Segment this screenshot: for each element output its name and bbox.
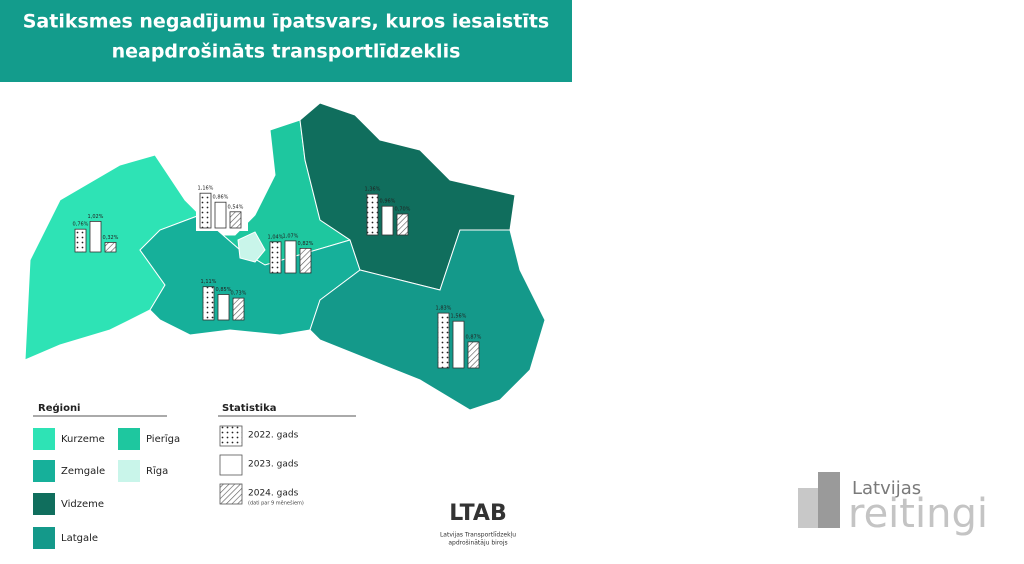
legend-swatch bbox=[118, 460, 140, 482]
legend-swatch bbox=[33, 460, 55, 482]
value-label: 1,83% bbox=[436, 306, 452, 312]
bar bbox=[467, 341, 480, 369]
value-label: 1,07% bbox=[283, 233, 299, 239]
value-label: 1,02% bbox=[88, 214, 104, 220]
legend-pattern bbox=[219, 454, 243, 476]
bar bbox=[104, 241, 117, 253]
ltab-logo: LTAB bbox=[449, 501, 506, 526]
value-label: 1,11% bbox=[201, 279, 217, 285]
value-label: 0,87% bbox=[466, 334, 482, 340]
legend-swatch bbox=[118, 428, 140, 450]
bar bbox=[269, 241, 282, 274]
logo-block bbox=[818, 472, 840, 528]
legend-pattern bbox=[219, 483, 243, 505]
logo-block bbox=[798, 488, 818, 528]
legend-title: Statistika bbox=[222, 403, 277, 414]
legend-label: Kurzeme bbox=[61, 434, 105, 445]
legend-swatch bbox=[33, 493, 55, 515]
bar bbox=[232, 297, 245, 321]
title: Satiksmes negadījumu īpatsvars, kuros ie… bbox=[23, 11, 549, 33]
bar bbox=[284, 240, 297, 274]
legend-label: Vidzeme bbox=[61, 499, 104, 510]
bar bbox=[202, 286, 215, 321]
region bbox=[237, 231, 266, 263]
reitingi-bottom: reitingi bbox=[848, 491, 988, 537]
bar bbox=[452, 320, 465, 369]
legend-label: 2023. gads bbox=[248, 460, 299, 470]
value-label: 1,36% bbox=[365, 187, 381, 193]
value-label: 0,54% bbox=[228, 204, 244, 210]
legend-label: Latgale bbox=[61, 533, 98, 544]
bar bbox=[74, 228, 87, 253]
bar bbox=[89, 220, 102, 253]
region bbox=[309, 229, 546, 411]
legend: Kurzeme Pierīga Zemgale Rīga Vidzeme Latgale 2… bbox=[33, 425, 304, 549]
value-label: 1,04% bbox=[268, 234, 284, 240]
value-label: 1,16% bbox=[198, 186, 214, 192]
value-label: 0,82% bbox=[298, 241, 314, 247]
legend-pattern bbox=[219, 425, 243, 447]
title: neapdrošināts transportlīdzeklis bbox=[112, 41, 461, 63]
legend-swatch bbox=[33, 428, 55, 450]
legend-swatch bbox=[33, 527, 55, 549]
legend-label: 2024. gads bbox=[248, 489, 299, 499]
value-label: 0,73% bbox=[231, 291, 247, 297]
legend-label: 2022. gads bbox=[248, 431, 299, 441]
legend-note: (dati par 9 mēnešiem) bbox=[248, 500, 304, 507]
legend-label: Rīga bbox=[146, 466, 168, 477]
value-label: 1,56% bbox=[451, 314, 467, 320]
value-label: 0,86% bbox=[213, 195, 229, 201]
value-label: 0,70% bbox=[395, 207, 411, 213]
bar bbox=[437, 312, 450, 369]
value-label: 0,76% bbox=[73, 222, 89, 228]
bar bbox=[199, 192, 212, 229]
bar bbox=[229, 211, 242, 229]
value-label: 0,32% bbox=[103, 235, 119, 241]
reitingi-top: Latvijas bbox=[852, 478, 921, 499]
legend-title: Reģioni bbox=[38, 403, 81, 414]
bar bbox=[381, 205, 394, 236]
bar bbox=[217, 294, 230, 321]
legend-label: Zemgale bbox=[61, 466, 105, 477]
bar bbox=[299, 247, 312, 274]
bar bbox=[366, 193, 379, 236]
bar-groups: 0,76% 1,02% 0,32% 1,04% 1,07% 0,82% 1,11% 0,85%… bbox=[73, 173, 482, 369]
value-label: 0,96% bbox=[380, 199, 396, 205]
ltab-caption: Latvijas Transportlīdzekļu bbox=[440, 532, 516, 539]
ltab-caption: apdrošinātāju birojs bbox=[448, 540, 507, 547]
bar bbox=[214, 201, 227, 229]
value-label: 0,85% bbox=[216, 287, 232, 293]
legend-label: Pierīga bbox=[146, 434, 180, 445]
header-background bbox=[0, 0, 572, 82]
bar bbox=[396, 213, 409, 236]
map bbox=[24, 102, 546, 411]
